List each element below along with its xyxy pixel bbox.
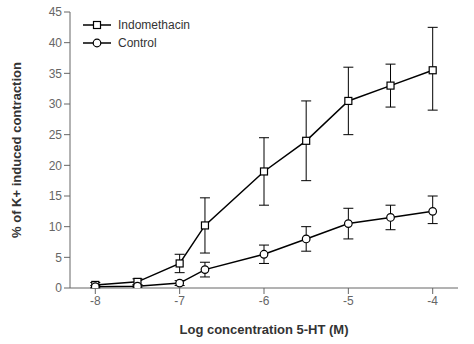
svg-text:15: 15 — [49, 189, 63, 203]
svg-text:0: 0 — [55, 281, 62, 295]
svg-text:40: 40 — [49, 36, 63, 50]
svg-text:5: 5 — [55, 251, 62, 265]
svg-text:45: 45 — [49, 5, 63, 19]
svg-text:-6: -6 — [259, 294, 270, 308]
html-text:Indomethacin: Indomethacin — [118, 18, 190, 32]
svg-text:-4: -4 — [427, 294, 438, 308]
html-text:Control: Control — [118, 36, 157, 50]
svg-text:-5: -5 — [343, 294, 354, 308]
svg-text:Log concentration 5-HT (M): Log concentration 5-HT (M) — [180, 322, 349, 337]
svg-text:10: 10 — [49, 220, 63, 234]
svg-text:-7: -7 — [174, 294, 185, 308]
svg-text:25: 25 — [49, 128, 63, 142]
svg-text:20: 20 — [49, 159, 63, 173]
svg-text:35: 35 — [49, 67, 63, 81]
svg-text:-8: -8 — [90, 294, 101, 308]
svg-text:30: 30 — [49, 97, 63, 111]
svg-text:% of K+ induced contraction: % of K+ induced contraction — [9, 62, 24, 238]
